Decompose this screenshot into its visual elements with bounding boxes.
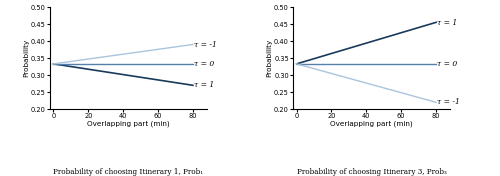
Text: τ = 0: τ = 0: [437, 60, 457, 68]
Text: τ = -1: τ = -1: [194, 40, 216, 48]
X-axis label: Overlapping part (min): Overlapping part (min): [87, 121, 170, 127]
Y-axis label: Probability: Probability: [24, 39, 30, 77]
Text: τ = 1: τ = 1: [194, 81, 214, 89]
Text: Probability of choosing Itinerary 1, Prob₁
or probability of choosing Itinerary : Probability of choosing Itinerary 1, Pro…: [48, 168, 208, 176]
X-axis label: Overlapping part (min): Overlapping part (min): [330, 121, 413, 127]
Text: τ = -1: τ = -1: [437, 98, 460, 106]
Y-axis label: Probability: Probability: [266, 39, 272, 77]
Text: τ = 1: τ = 1: [437, 18, 457, 26]
Text: Probability of choosing Itinerary 3, Prob₃: Probability of choosing Itinerary 3, Pro…: [296, 168, 446, 176]
Text: τ = 0: τ = 0: [194, 60, 214, 68]
